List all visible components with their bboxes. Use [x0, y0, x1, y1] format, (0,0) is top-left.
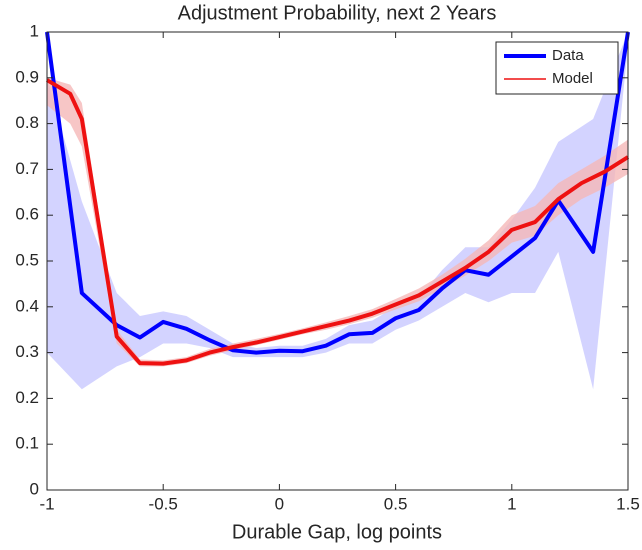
- y-tick-label: 0.5: [15, 250, 39, 269]
- chart-title: Adjustment Probability, next 2 Years: [178, 2, 497, 24]
- y-tick-label: 0.7: [15, 159, 39, 178]
- legend-label: Model: [552, 70, 593, 87]
- x-axis-label: Durable Gap, log points: [232, 521, 442, 543]
- y-tick-label: 0.1: [15, 434, 39, 453]
- y-tick-label: 0: [30, 479, 39, 498]
- x-tick-label: 0.5: [384, 494, 408, 513]
- y-tick-label: 0.9: [15, 67, 39, 86]
- x-tick-label: 1: [507, 494, 516, 513]
- x-tick-label: 0: [275, 494, 284, 513]
- y-tick-label: 0.6: [15, 205, 39, 224]
- confidence-band: [47, 32, 628, 390]
- data-line: [45, 31, 630, 355]
- confidence-band: [47, 77, 628, 367]
- x-tick-label: -1: [39, 494, 54, 513]
- y-tick-label: 0.4: [15, 296, 39, 315]
- data-line: [45, 78, 630, 366]
- y-tick-label: 0.8: [15, 113, 39, 132]
- legend-box: [495, 41, 619, 95]
- y-tick-label: 1: [30, 21, 39, 40]
- legend-label: Data: [552, 47, 584, 64]
- x-tick-label: -0.5: [149, 494, 178, 513]
- x-tick-label: 1.5: [616, 494, 640, 513]
- y-tick-label: 0.2: [15, 388, 39, 407]
- y-tick-label: 0.3: [15, 342, 39, 361]
